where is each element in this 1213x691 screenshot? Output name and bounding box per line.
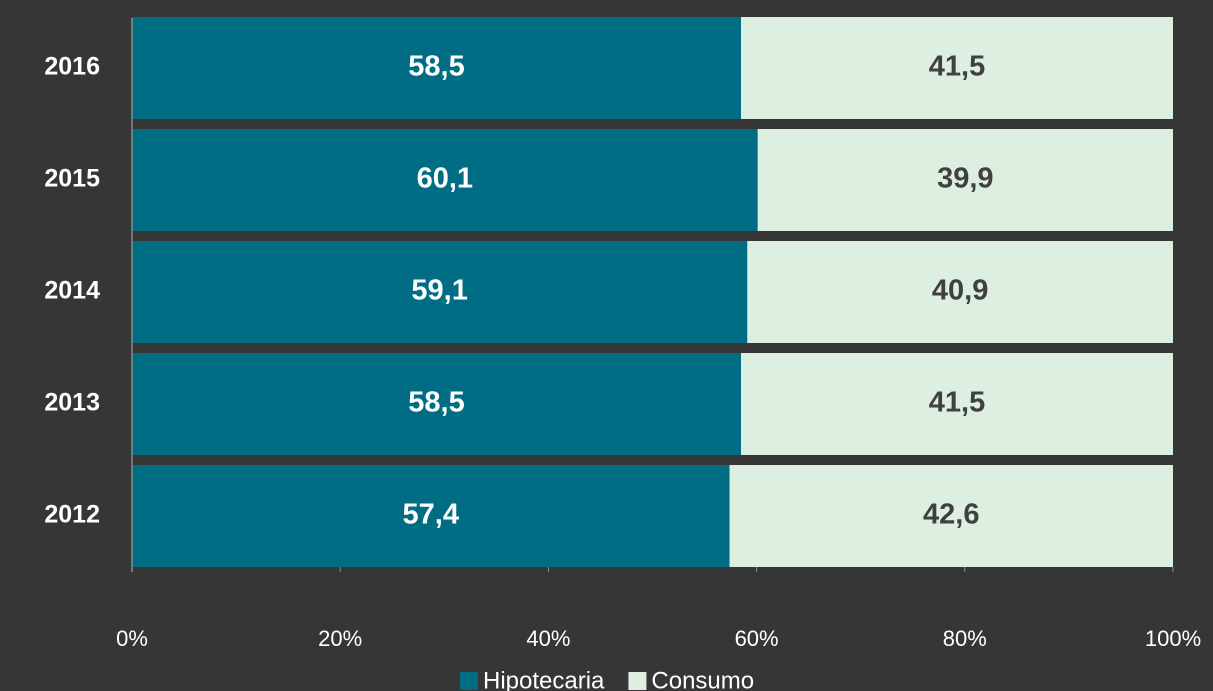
data-label: 42,6 (923, 499, 979, 531)
x-tick-label: 40% (526, 626, 570, 651)
bar-segment (747, 241, 1173, 343)
data-label: 59,1 (411, 275, 467, 307)
y-tick-label: 2016 (44, 53, 100, 81)
bar-segment (740, 17, 1173, 119)
data-label: 39,9 (937, 163, 993, 195)
x-tick-label: 20% (318, 626, 362, 651)
bar-segment (132, 353, 741, 455)
x-tick-label: 0% (116, 626, 148, 651)
data-label: 57,4 (403, 499, 459, 531)
x-tick-label: 80% (943, 626, 987, 651)
x-tick-label: 100% (1145, 626, 1201, 651)
x-tick-label: 60% (735, 626, 779, 651)
data-label: 58,5 (408, 51, 464, 83)
bar-segment (132, 17, 741, 119)
data-label: 60,1 (417, 163, 473, 195)
bar-segment (729, 465, 1173, 567)
bar-segment (132, 129, 758, 231)
y-tick-label: 2012 (44, 501, 100, 529)
bar-segment (740, 353, 1173, 455)
data-label: 41,5 (929, 387, 985, 419)
y-tick-label: 2014 (44, 277, 100, 305)
y-tick-label: 2013 (44, 389, 100, 417)
data-label: 40,9 (932, 275, 988, 307)
data-label: 58,5 (408, 387, 464, 419)
y-tick-label: 2015 (44, 165, 100, 193)
legend-label: Hipotecaria (483, 667, 605, 691)
legend-swatch (628, 672, 647, 690)
bar-segment (132, 241, 748, 343)
bar-segment (757, 129, 1173, 231)
data-label: 41,5 (929, 51, 985, 83)
bar-segment (132, 465, 730, 567)
legend-label: Consumo (651, 667, 754, 691)
legend-swatch (460, 672, 478, 690)
